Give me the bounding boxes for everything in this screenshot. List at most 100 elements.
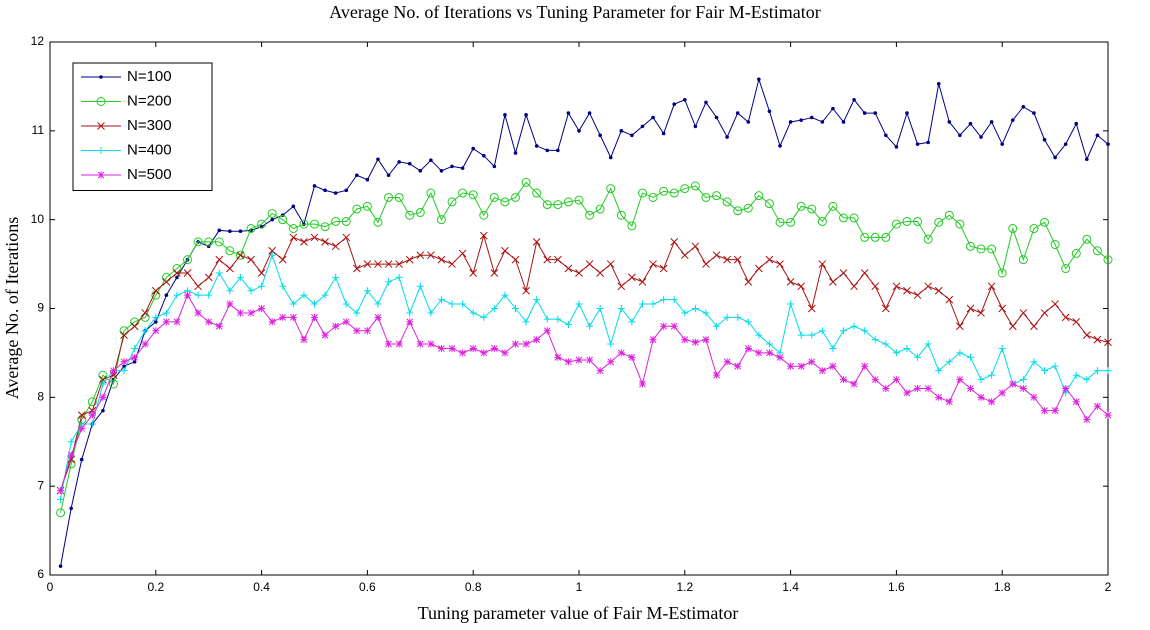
marker	[1042, 137, 1047, 142]
marker	[323, 188, 327, 193]
marker	[701, 192, 711, 202]
marker	[1104, 367, 1112, 375]
marker	[1009, 380, 1017, 388]
marker	[691, 338, 699, 346]
marker	[796, 201, 806, 211]
marker	[743, 203, 753, 213]
marker	[723, 313, 731, 321]
marker	[97, 122, 105, 130]
marker	[418, 169, 423, 173]
marker	[342, 300, 350, 308]
marker	[268, 246, 277, 255]
marker	[1104, 411, 1112, 419]
marker	[966, 353, 974, 361]
marker	[373, 217, 383, 227]
marker	[586, 356, 594, 364]
marker	[820, 120, 825, 124]
marker	[966, 304, 975, 313]
marker	[1061, 313, 1070, 322]
marker	[279, 282, 287, 290]
marker	[1051, 362, 1059, 370]
marker	[395, 273, 403, 281]
y-tick-label: 11	[32, 123, 45, 137]
marker	[989, 120, 994, 124]
marker	[365, 177, 370, 182]
marker	[1106, 142, 1110, 146]
marker	[1030, 393, 1038, 401]
marker	[469, 344, 477, 352]
marker	[503, 113, 507, 117]
marker	[321, 331, 329, 339]
y-tick-label: 12	[31, 34, 45, 48]
marker	[427, 251, 435, 260]
marker	[333, 191, 338, 195]
marker	[1074, 121, 1079, 126]
marker	[881, 304, 890, 313]
marker	[723, 358, 731, 366]
marker	[194, 282, 202, 291]
marker	[312, 184, 317, 188]
marker	[267, 208, 277, 218]
marker	[998, 389, 1006, 397]
marker	[839, 269, 848, 277]
marker	[1021, 105, 1026, 109]
marker	[797, 282, 806, 291]
marker	[733, 255, 742, 264]
marker	[988, 398, 996, 406]
y-tick-label: 6	[37, 567, 44, 581]
marker	[289, 233, 298, 242]
marker	[1072, 317, 1081, 326]
marker	[385, 278, 393, 286]
marker	[1029, 224, 1039, 234]
marker	[988, 371, 996, 379]
marker	[799, 118, 803, 122]
marker	[606, 260, 615, 268]
marker	[67, 438, 75, 446]
marker	[649, 260, 657, 268]
marker	[532, 188, 542, 198]
marker	[765, 255, 774, 264]
marker	[680, 184, 690, 194]
marker	[574, 195, 584, 205]
marker	[426, 188, 436, 198]
marker	[776, 353, 784, 361]
marker	[468, 190, 478, 200]
marker	[712, 251, 721, 260]
marker	[397, 160, 401, 164]
marker	[236, 273, 244, 281]
marker	[915, 142, 920, 146]
marker	[480, 313, 488, 321]
marker	[101, 408, 105, 413]
marker	[757, 77, 761, 82]
marker	[481, 153, 486, 158]
marker	[204, 273, 213, 282]
marker	[754, 191, 764, 201]
marker	[246, 224, 256, 234]
marker	[500, 197, 510, 207]
marker	[871, 282, 880, 291]
marker	[173, 269, 181, 277]
marker	[120, 367, 128, 375]
marker	[894, 145, 899, 149]
marker	[513, 151, 518, 155]
marker	[672, 102, 677, 106]
marker	[693, 124, 698, 129]
marker	[1030, 358, 1038, 366]
marker	[746, 120, 751, 124]
marker	[607, 340, 615, 348]
marker	[892, 282, 901, 291]
marker	[96, 97, 106, 106]
marker	[331, 216, 341, 226]
marker	[352, 264, 361, 273]
marker	[427, 309, 435, 317]
marker	[406, 318, 414, 326]
marker	[321, 238, 329, 246]
marker	[702, 260, 710, 268]
marker	[355, 173, 359, 178]
marker	[786, 217, 796, 227]
marker	[511, 255, 520, 264]
marker	[492, 164, 497, 169]
marker	[958, 133, 962, 138]
marker	[968, 121, 973, 126]
